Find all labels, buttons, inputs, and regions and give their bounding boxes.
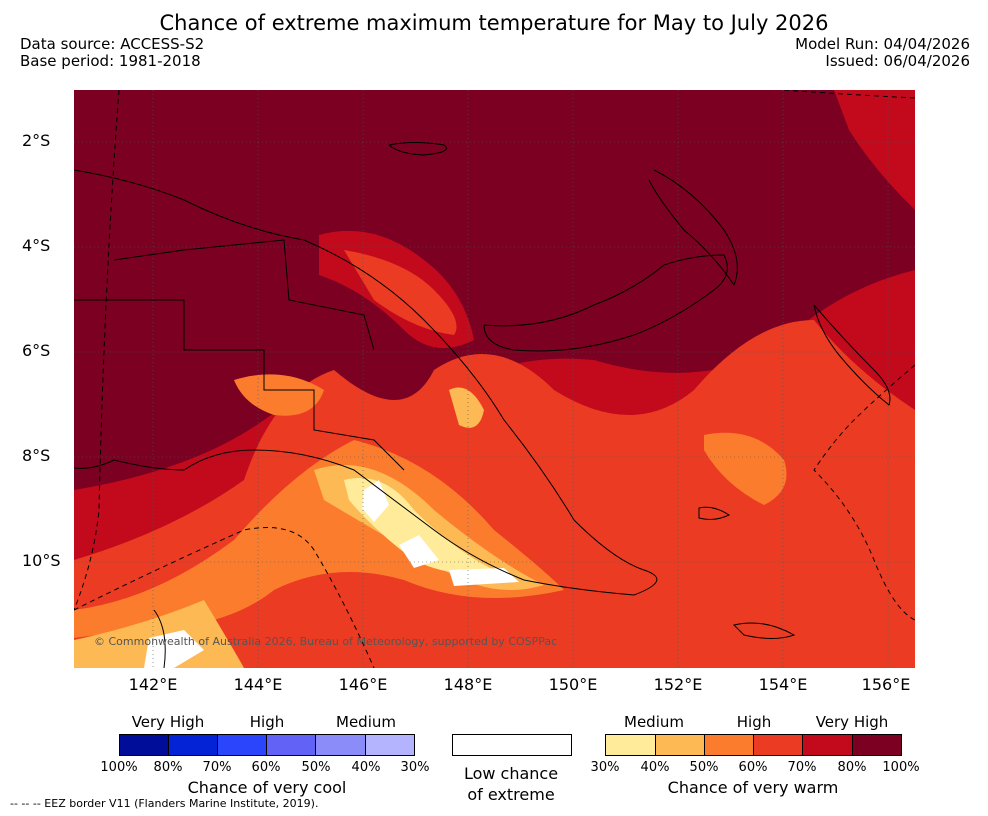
- warm-category-very-high: Very High: [815, 713, 889, 731]
- lat-label: 6°S: [22, 341, 51, 360]
- australia-coast: [153, 609, 166, 668]
- province-border: [74, 299, 405, 471]
- zone-50: [74, 440, 564, 638]
- eez-border-note: -- -- -- EEZ border V11 (Flanders Marine…: [10, 797, 319, 810]
- warm-swatch-60-70: [753, 734, 803, 756]
- model-run: Model Run: 04/04/2026: [795, 35, 970, 53]
- warm-legend-title: Chance of very warm: [667, 778, 839, 797]
- cool-category-very-high: Very High: [131, 713, 205, 731]
- forecast-map: © Commonwealth of Australia 2026, Bureau…: [74, 90, 915, 668]
- zone-low: [399, 535, 439, 568]
- new-ireland-coast: [648, 169, 738, 287]
- cool-swatch-50-60: [266, 734, 316, 756]
- province-border: [113, 249, 185, 261]
- warm-tick: 50%: [689, 760, 719, 775]
- chart-title: Chance of extreme maximum temperature fo…: [159, 11, 829, 35]
- lon-label: 142°E: [128, 675, 178, 694]
- lon-label: 144°E: [233, 675, 283, 694]
- zone-60: [344, 250, 457, 335]
- new-britain-coast: [483, 254, 728, 352]
- lon-label: 152°E: [653, 675, 703, 694]
- warm-tick: 70%: [787, 760, 817, 775]
- cool-legend-title: Chance of very cool: [187, 778, 347, 797]
- cool-swatch-70-80: [168, 734, 218, 756]
- low-chance-title-line1: Low chance: [463, 764, 559, 783]
- zone-50: [704, 432, 787, 505]
- warm-swatch-50-60: [704, 734, 754, 756]
- zone-low: [362, 480, 389, 522]
- warm-category-high: High: [736, 713, 772, 731]
- cool-tick: 100%: [100, 760, 138, 775]
- coastlines: [74, 142, 891, 668]
- cool-tick: 60%: [251, 760, 281, 775]
- zone-low: [449, 568, 519, 586]
- bougainville-coast: [813, 304, 891, 406]
- new-guinea-coast: [74, 169, 658, 596]
- louisiade-islands: [733, 622, 796, 639]
- warm-tick: 80%: [837, 760, 867, 775]
- zone-50: [234, 374, 324, 416]
- eez-borders: [74, 90, 915, 668]
- warm-swatch-40-50: [655, 734, 705, 756]
- cool-swatch-40-50: [315, 734, 366, 756]
- cool-swatch-60-70: [217, 734, 267, 756]
- issued-date: Issued: 06/04/2026: [825, 52, 970, 70]
- copyright-note: © Commonwealth of Australia 2026, Bureau…: [94, 635, 557, 648]
- warm-swatch-30-40: [605, 734, 656, 756]
- cool-tick: 80%: [153, 760, 183, 775]
- cool-tick: 30%: [400, 760, 430, 775]
- province-border: [183, 239, 375, 351]
- meta-right: Model Run: 04/04/2026 Issued: 06/04/2026: [795, 36, 970, 70]
- trobriand-islands: [698, 506, 731, 520]
- cool-tick: 40%: [351, 760, 381, 775]
- cool-category-medium: Medium: [336, 713, 396, 731]
- lon-label: 156°E: [861, 675, 911, 694]
- warm-tick: 100%: [882, 760, 920, 775]
- manus-coast: [388, 142, 447, 156]
- lon-label: 146°E: [338, 675, 388, 694]
- zone-70: [834, 90, 915, 210]
- warm-swatch-70-80: [802, 734, 853, 756]
- lon-label: 150°E: [548, 675, 598, 694]
- lat-label: 2°S: [22, 131, 51, 150]
- cool-tick: 50%: [301, 760, 331, 775]
- lon-label: 148°E: [443, 675, 493, 694]
- zone-40: [449, 387, 484, 428]
- low-chance-title-line2: of extreme: [467, 785, 555, 804]
- warm-tick: 30%: [590, 760, 620, 775]
- gridlines: [74, 90, 915, 668]
- lon-label: 154°E: [758, 675, 808, 694]
- cool-category-high: High: [249, 713, 285, 731]
- cool-swatch-80-100: [119, 734, 169, 756]
- warm-category-medium: Medium: [624, 713, 684, 731]
- lat-label: 10°S: [22, 551, 61, 570]
- cool-tick: 70%: [202, 760, 232, 775]
- lat-label: 4°S: [22, 236, 51, 255]
- meta-left: Data source: ACCESS-S2 Base period: 1981…: [20, 36, 204, 70]
- low-chance-swatch: [452, 734, 572, 756]
- cool-swatch-30-40: [365, 734, 415, 756]
- zone-low: [144, 630, 204, 668]
- warm-tick: 40%: [640, 760, 670, 775]
- warm-swatch-80-100: [852, 734, 902, 756]
- lat-label: 8°S: [22, 446, 51, 465]
- warm-tick: 60%: [738, 760, 768, 775]
- data-source: Data source: ACCESS-S2: [20, 35, 205, 53]
- base-period: Base period: 1981-2018: [20, 52, 201, 70]
